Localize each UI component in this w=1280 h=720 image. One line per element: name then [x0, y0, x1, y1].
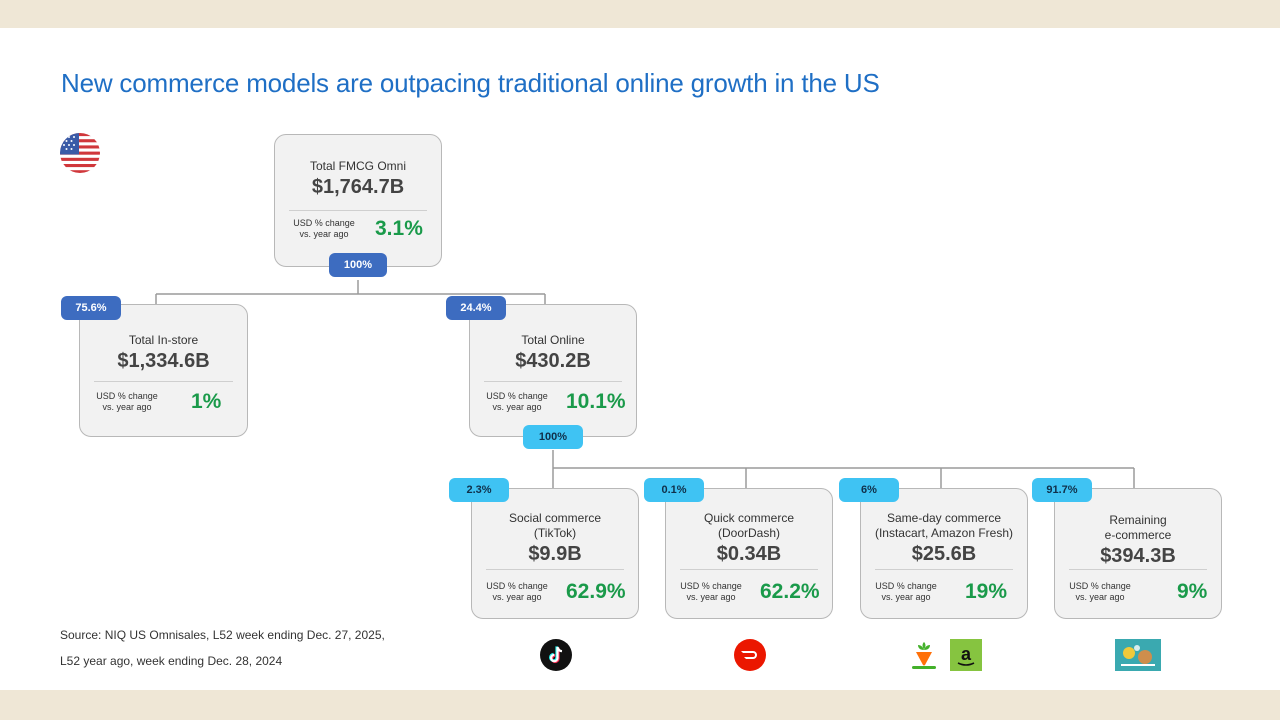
growth-value: 1%: [191, 390, 222, 413]
node-total-online: Total Online $430.2B USD % change vs. yea…: [469, 304, 637, 437]
node-label: Same-day commerce (Instacart, Amazon Fres…: [874, 511, 1014, 540]
share-badge-online-children: 100%: [523, 425, 583, 449]
node-value: $25.6B: [911, 543, 977, 565]
growth-value: 3.1%: [375, 217, 423, 240]
share-badge-online: 24.4%: [446, 296, 506, 320]
share-badge-social: 2.3%: [449, 478, 509, 502]
share-badge-omni: 100%: [329, 253, 387, 277]
share-badge-instore: 75.6%: [61, 296, 121, 320]
share-badge-remaining: 91.7%: [1032, 478, 1092, 502]
us-flag-icon: [60, 133, 100, 173]
divider: [875, 569, 1013, 570]
divider: [484, 381, 622, 382]
change-label: USD % change vs. year ago: [486, 391, 548, 412]
divider: [289, 210, 427, 211]
growth-value: 19%: [965, 580, 1008, 603]
divider: [94, 381, 233, 382]
share-badge-quick: 0.1%: [644, 478, 704, 502]
divider: [680, 569, 818, 570]
change-label: USD % change vs. year ago: [293, 218, 355, 239]
tree-connectors: [155, 280, 1135, 488]
node-label: Total In-store: [128, 333, 199, 347]
share-badge-sameday: 6%: [839, 478, 899, 502]
change-label: USD % change vs. year ago: [486, 581, 548, 602]
node-social-commerce: Social commerce (TikTok) $9.9B USD % chan…: [471, 488, 639, 619]
change-label: USD % change vs. year ago: [96, 391, 158, 412]
node-same-day-commerce: Same-day commerce (Instacart, Amazon Fres…: [860, 488, 1028, 619]
node-value: $430.2B: [515, 350, 591, 372]
node-label: Quick commerce (DoorDash): [703, 511, 795, 540]
slide: New commerce models are outpacing tradit…: [0, 28, 1280, 690]
instacart-logo-icon: [908, 638, 940, 672]
change-label: USD % change vs. year ago: [680, 581, 742, 602]
divider: [486, 569, 624, 570]
node-total-in-store: Total In-store $1,334.6B USD % change vs.…: [79, 304, 248, 437]
node-label: Total FMCG Omni: [309, 159, 406, 173]
growth-value: 62.9%: [566, 580, 626, 603]
tiktok-logo-icon: [540, 639, 572, 671]
node-label: Social commerce (TikTok): [508, 511, 602, 540]
node-remaining-ecommerce: Remaining e-commerce $394.3B USD % change…: [1054, 488, 1222, 619]
node-label: Remaining e-commerce: [1104, 513, 1172, 542]
page-title: New commerce models are outpacing tradit…: [61, 68, 880, 98]
amazon-logo-icon: a: [950, 639, 982, 671]
change-label: USD % change vs. year ago: [875, 581, 937, 602]
growth-value: 62.2%: [760, 580, 820, 603]
node-label: Total Online: [521, 333, 585, 347]
source-note: Source: NIQ US Omnisales, L52 week endin…: [60, 628, 385, 668]
doordash-logo-icon: [734, 639, 766, 671]
node-value: $0.34B: [716, 543, 782, 565]
ecommerce-logo-icon: [1115, 639, 1161, 671]
growth-value: 10.1%: [566, 390, 626, 413]
change-label: USD % change vs. year ago: [1069, 581, 1131, 602]
divider: [1069, 569, 1207, 570]
node-total-fmcg-omni: Total FMCG Omni $1,764.7B USD % change vs…: [274, 134, 442, 267]
node-quick-commerce: Quick commerce (DoorDash) $0.34B USD % ch…: [665, 488, 833, 619]
node-value: $1,764.7B: [311, 176, 405, 198]
node-value: $1,334.6B: [117, 350, 210, 372]
node-value: $394.3B: [1100, 545, 1176, 567]
growth-value: 9%: [1177, 580, 1208, 603]
node-value: $9.9B: [528, 543, 582, 565]
svg-text:a: a: [961, 644, 972, 664]
